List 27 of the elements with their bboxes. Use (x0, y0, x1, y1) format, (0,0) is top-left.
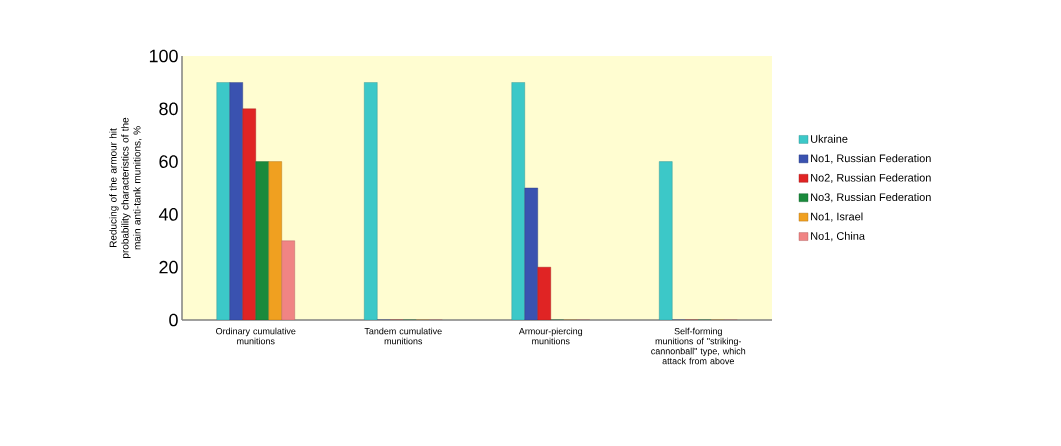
y-tick-label: 80 (159, 102, 178, 116)
bar (255, 161, 269, 320)
legend-label: No2, Russian Federation (811, 173, 931, 183)
x-tick-label: Tandem cumulative munitions (364, 327, 442, 345)
bar (242, 108, 256, 320)
y-tick-label: 100 (149, 49, 178, 63)
legend-label: No1, Russian Federation (811, 154, 931, 164)
bar (281, 240, 295, 320)
bar (229, 82, 243, 320)
bar (511, 82, 525, 320)
y-tick-label: 0 (169, 313, 178, 327)
y-axis-title: Reducing of the armour hit probability characteristics of the main anti-tank munitions, % (109, 117, 142, 258)
y-tick-label: 40 (158, 208, 178, 221)
bar (659, 161, 673, 320)
x-tick-label: Ordinary cumulative munitions (216, 327, 296, 345)
bar (268, 161, 282, 320)
legend-label: No1, Israel (811, 212, 863, 222)
legend-label: No3, Russian Federation (811, 192, 931, 203)
y-tick-label: 60 (159, 155, 178, 168)
bar (216, 82, 230, 320)
legend-label: No1, China (811, 231, 865, 242)
bar (364, 82, 378, 320)
y-tick-label: 20 (159, 260, 178, 274)
x-tick-label: Self-forming munitions of "striking-cannonball" type, which attack from above (651, 327, 746, 365)
x-tick-label: Armour-piercing munitions (518, 327, 583, 345)
legend-label: Ukraine (811, 134, 848, 143)
bar (524, 187, 538, 320)
